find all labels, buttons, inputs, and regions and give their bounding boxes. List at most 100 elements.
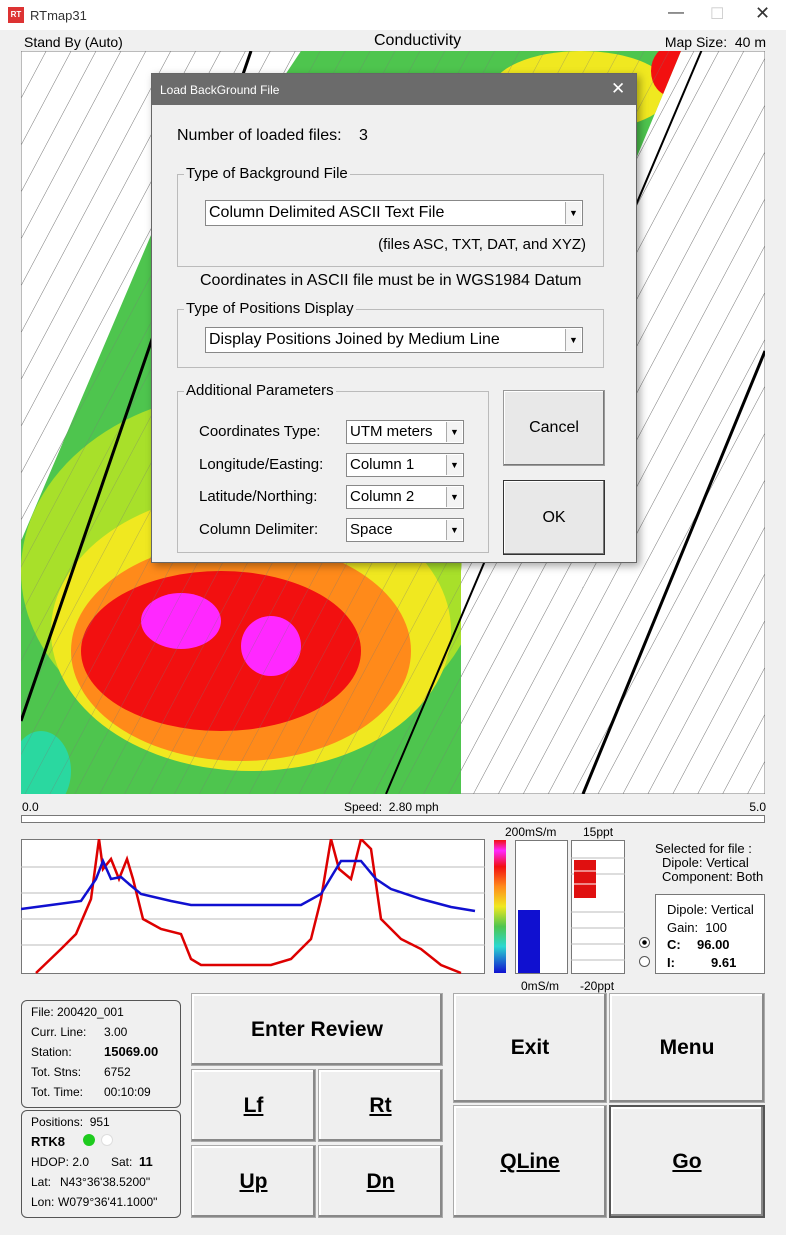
combo-arrow[interactable]: ▼: [446, 487, 462, 507]
readout-c-value: 96.00: [697, 937, 730, 952]
combo-value: UTM meters: [350, 423, 433, 440]
rtk-status: RTK8: [31, 1134, 65, 1149]
file-info-value: 6752: [104, 1065, 131, 1079]
param-combo[interactable]: Column 1 ▼: [346, 452, 464, 477]
go-button[interactable]: Go: [609, 1105, 765, 1218]
param-combo[interactable]: Column 2 ▼: [346, 485, 464, 509]
maximize-button[interactable]: ☐: [710, 6, 725, 23]
combo-arrow[interactable]: ▼: [565, 329, 581, 351]
lat-label: Lat:: [31, 1175, 52, 1189]
selected-heading: Selected for file :: [655, 841, 752, 856]
datum-note: Coordinates in ASCII file must be in WGS…: [200, 272, 582, 289]
view-label: Conductivity: [374, 32, 462, 49]
lat-value: N43°36'38.5200": [60, 1175, 151, 1189]
dialog-close[interactable]: ✕: [611, 79, 626, 98]
file-info-panel: [21, 1000, 181, 1108]
sat-label: Sat:: [111, 1155, 133, 1169]
minimize-button[interactable]: —: [668, 4, 684, 21]
readout-box: [655, 894, 765, 974]
file-info-label: Station:: [31, 1045, 72, 1059]
param-label: Latitude/Northing:: [199, 488, 318, 505]
file-type-note: (files ASC, TXT, DAT, and XYZ): [378, 236, 586, 253]
file-type-combo[interactable]: Column Delimited ASCII Text File ▼: [205, 200, 583, 226]
group-legend: Type of Background File: [184, 165, 350, 182]
param-label: Longitude/Easting:: [199, 455, 324, 473]
file-info-value: 3.00: [104, 1025, 128, 1039]
down-button[interactable]: Dn: [318, 1145, 443, 1218]
readout-i-value: 9.61: [711, 955, 737, 970]
color-scale: [494, 840, 506, 973]
hdop: HDOP: 2.0: [31, 1155, 90, 1169]
file-info-value: 00:10:09: [104, 1085, 151, 1099]
right-button[interactable]: Rt: [318, 1069, 443, 1142]
sat-value: 11: [139, 1154, 153, 1169]
readout-gain: Gain: 100: [667, 920, 727, 935]
display-group: Type of Positions Display Display Positi…: [177, 300, 604, 368]
param-label: Column Delimiter:: [199, 520, 319, 538]
rtk-led-white: [101, 1134, 113, 1146]
combo-value: Space: [350, 520, 393, 538]
lon-value: W079°36'41.1000": [58, 1195, 158, 1209]
speed-slider: [21, 815, 765, 823]
speed-min: 0.0: [22, 800, 39, 814]
selected-component: Component: Both: [662, 869, 764, 884]
combo-arrow[interactable]: ▼: [446, 519, 462, 540]
dialog-title: Load BackGround File: [160, 83, 280, 97]
combo-arrow[interactable]: ▼: [446, 454, 462, 475]
combo-arrow[interactable]: ▼: [565, 202, 581, 224]
map-size-label: Map Size: 40 m: [664, 34, 766, 50]
window-title: RTmap31: [30, 8, 87, 23]
up-button[interactable]: Up: [191, 1145, 316, 1218]
group-legend: Additional Parameters: [184, 382, 336, 399]
close-button[interactable]: ✕: [755, 3, 771, 23]
conductivity-bar-box: [515, 840, 568, 974]
cond-max-label: 200mS/m: [505, 825, 557, 839]
positions: Positions: 951: [31, 1115, 110, 1129]
readout-dipole: Dipole: Vertical: [667, 902, 754, 917]
enter-review-button[interactable]: Enter Review: [191, 993, 443, 1066]
exit-button[interactable]: Exit: [453, 993, 607, 1103]
readout-i-label: I:: [667, 955, 675, 970]
file-type-group: Type of Background File Column Delimited…: [177, 165, 604, 267]
radio-c[interactable]: [639, 937, 650, 948]
rtk-led-green: [83, 1134, 95, 1146]
loaded-value: 3: [359, 127, 368, 144]
cancel-button[interactable]: Cancel: [503, 390, 605, 466]
param-combo[interactable]: UTM meters ▼: [346, 420, 464, 444]
title-bar: [0, 0, 786, 30]
inphase-bar-box: [571, 840, 625, 974]
file-info-label: Curr. Line:: [31, 1025, 87, 1039]
ip-min-label: -20ppt: [580, 979, 615, 993]
selected-dipole: Dipole: Vertical: [662, 855, 749, 870]
file-name: File: 200420_001: [31, 1005, 124, 1019]
menu-button[interactable]: Menu: [609, 993, 765, 1103]
param-label: Coordinates Type:: [199, 423, 321, 440]
app-icon: RT: [8, 7, 24, 23]
file-info-value: 15069.00: [104, 1044, 159, 1059]
group-legend: Type of Positions Display: [184, 300, 356, 317]
combo-value: Display Positions Joined by Medium Line: [209, 331, 500, 348]
speed-max: 5.0: [749, 800, 766, 814]
param-combo[interactable]: Space ▼: [346, 517, 464, 542]
combo-arrow[interactable]: ▼: [446, 422, 462, 442]
ok-button[interactable]: OK: [503, 480, 605, 555]
radio-i[interactable]: [639, 956, 650, 967]
gps-panel: [21, 1110, 181, 1218]
profile-graph: [21, 839, 485, 974]
ip-max-label: 15ppt: [583, 825, 614, 839]
combo-value: Column 2: [350, 488, 415, 505]
combo-value: Column Delimited ASCII Text File: [209, 204, 445, 221]
dialog-title-bar: [152, 74, 636, 105]
qline-button[interactable]: QLine: [453, 1105, 607, 1218]
loaded-label: Number of loaded files:: [177, 127, 342, 144]
combo-value: Column 1: [350, 455, 415, 473]
display-combo[interactable]: Display Positions Joined by Medium Line ▼: [205, 327, 583, 353]
lon-label: Lon:: [31, 1195, 55, 1209]
left-button[interactable]: Lf: [191, 1069, 316, 1142]
load-background-dialog: Load BackGround File ✕ Number of loaded …: [151, 73, 637, 563]
file-info-label: Tot. Time:: [31, 1085, 84, 1099]
mode-label: Stand By (Auto): [24, 34, 123, 50]
speed-label: Speed: 2.80 mph: [344, 800, 439, 814]
readout-c-label: C:: [667, 937, 681, 952]
